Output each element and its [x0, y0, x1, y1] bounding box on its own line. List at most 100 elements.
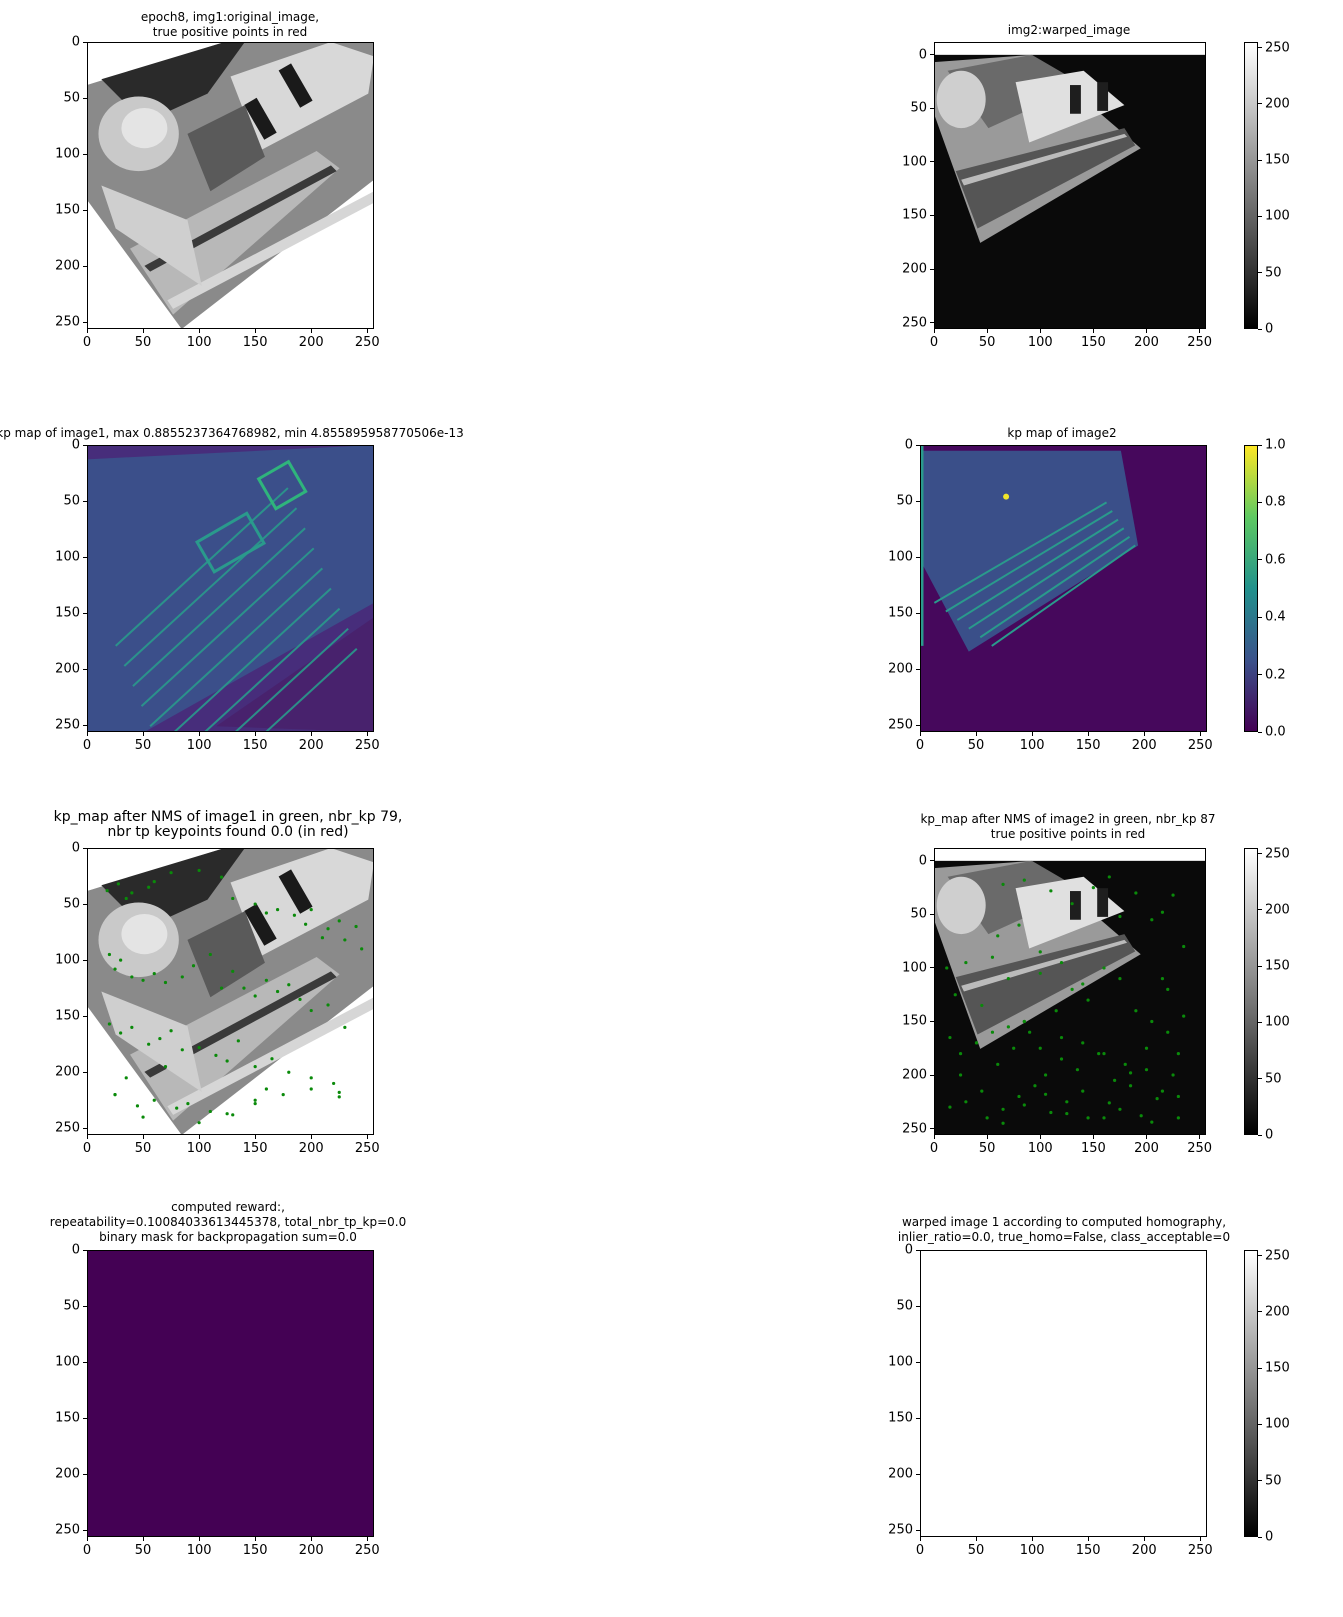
keypoint-marker [326, 927, 330, 931]
keypoint-marker [1128, 1071, 1133, 1075]
y-tick-mark [930, 54, 934, 56]
x-tick-label: 150 [242, 1543, 268, 1558]
x-tick-label: 250 [354, 1141, 380, 1156]
x-tick-mark [310, 1135, 312, 1139]
keypoint-marker [945, 966, 949, 970]
y-tick-label: 200 [55, 258, 80, 274]
y-tick-mark [83, 959, 87, 961]
x-tick-mark [142, 1537, 144, 1541]
keypoint-marker [116, 882, 120, 886]
keypoint-marker [1171, 893, 1175, 897]
keypoint-marker [1038, 950, 1042, 954]
plot-area [87, 1250, 374, 1537]
x-tick-mark [919, 732, 921, 736]
keypoint-marker [1043, 1073, 1048, 1077]
keypoint-marker [107, 952, 112, 957]
x-tick-label: 0 [82, 738, 92, 753]
image-content [934, 848, 1206, 1135]
image-content [87, 42, 374, 329]
x-tick-mark [86, 329, 88, 333]
keypoint-marker [309, 1076, 313, 1080]
x-tick-label: 250 [1187, 738, 1213, 753]
y-tick-mark [83, 209, 87, 211]
colorbar-tick-label: 0.0 [1265, 724, 1286, 740]
keypoint-marker [337, 1095, 341, 1099]
keypoint-marker [974, 1041, 979, 1045]
keypoint-marker [147, 1042, 151, 1046]
colorbar-tick-mark [1258, 909, 1262, 911]
keypoint-marker [124, 1076, 128, 1080]
x-tick-label: 100 [186, 335, 212, 350]
keypoint-marker [180, 975, 184, 979]
y-tick-label: 100 [55, 952, 80, 968]
keypoint-marker [354, 924, 358, 929]
x-tick-label: 150 [242, 335, 268, 350]
x-tick-label: 100 [1027, 1141, 1053, 1156]
keypoint-marker [253, 1098, 257, 1102]
x-tick-mark [254, 329, 256, 333]
keypoint-marker [1134, 891, 1138, 895]
y-tick-label: 150 [902, 207, 927, 223]
y-tick-mark [83, 500, 87, 502]
keypoint-marker [309, 1087, 313, 1091]
colorbar-tick-mark [1258, 559, 1262, 561]
keypoint-marker [1166, 1030, 1170, 1034]
keypoint-marker [231, 1113, 235, 1117]
x-tick-label: 100 [1019, 738, 1045, 753]
image-content [934, 42, 1206, 329]
y-tick-mark [930, 860, 934, 862]
x-tick-label: 250 [1187, 1543, 1213, 1558]
x-tick-label: 200 [1131, 738, 1157, 753]
panel-title: kp map of image1, max 0.8855237364768982… [0, 426, 464, 440]
keypoint-marker [152, 880, 156, 884]
keypoint-marker [264, 911, 268, 915]
y-tick-label: 100 [902, 960, 927, 976]
y-tick-mark [916, 1417, 920, 1419]
keypoint-marker [1017, 923, 1021, 927]
y-tick-label: 50 [896, 1298, 913, 1314]
keypoint-marker [996, 1062, 1000, 1066]
x-tick-mark [1031, 1537, 1033, 1541]
y-tick-label: 250 [55, 314, 80, 330]
y-tick-label: 0 [71, 1242, 80, 1258]
keypoint-marker [1022, 878, 1026, 882]
colorbar-tick-label: 250 [1265, 40, 1290, 56]
keypoint-marker [1134, 1009, 1138, 1013]
keypoint-marker [1086, 1116, 1090, 1120]
image-content [87, 445, 374, 732]
y-tick-mark [83, 1361, 87, 1363]
keypoint-marker [980, 1089, 984, 1093]
x-tick-mark [933, 329, 935, 333]
colorbar-tick-label: 150 [1265, 958, 1290, 974]
y-tick-mark [83, 153, 87, 155]
x-tick-label: 100 [186, 738, 212, 753]
keypoint-marker [304, 922, 308, 926]
y-tick-label: 250 [888, 717, 913, 733]
keypoint-marker [270, 1057, 274, 1061]
keypoint-marker [1113, 1078, 1117, 1082]
colorbar-tick-mark [1258, 1255, 1262, 1257]
x-tick-label: 200 [298, 738, 324, 753]
x-tick-mark [310, 329, 312, 333]
keypoint-marker [1107, 875, 1111, 879]
keypoint-marker [1001, 882, 1005, 887]
y-tick-mark [83, 556, 87, 558]
keypoint-marker [275, 908, 280, 912]
y-tick-label: 250 [55, 1120, 80, 1136]
y-tick-mark [83, 612, 87, 614]
panel-title: img2:warped_image [1007, 23, 1131, 37]
keypoint-marker [1123, 1062, 1127, 1066]
y-tick-mark [916, 1473, 920, 1475]
panel-title: epoch8, img1:original_image, true positi… [140, 10, 320, 39]
keypoint-marker [1075, 1068, 1080, 1072]
y-tick-label: 50 [63, 90, 80, 106]
keypoint-marker [1001, 1121, 1005, 1125]
x-tick-label: 150 [1080, 335, 1106, 350]
colorbar-tick-label: 150 [1265, 152, 1290, 168]
panel-title: kp_map after NMS of image2 in green, nbr… [920, 812, 1216, 841]
keypoint-marker [152, 971, 156, 976]
y-tick-label: 150 [55, 202, 80, 218]
y-tick-label: 100 [888, 549, 913, 565]
y-tick-mark [83, 444, 87, 446]
x-tick-label: 200 [298, 1543, 324, 1558]
